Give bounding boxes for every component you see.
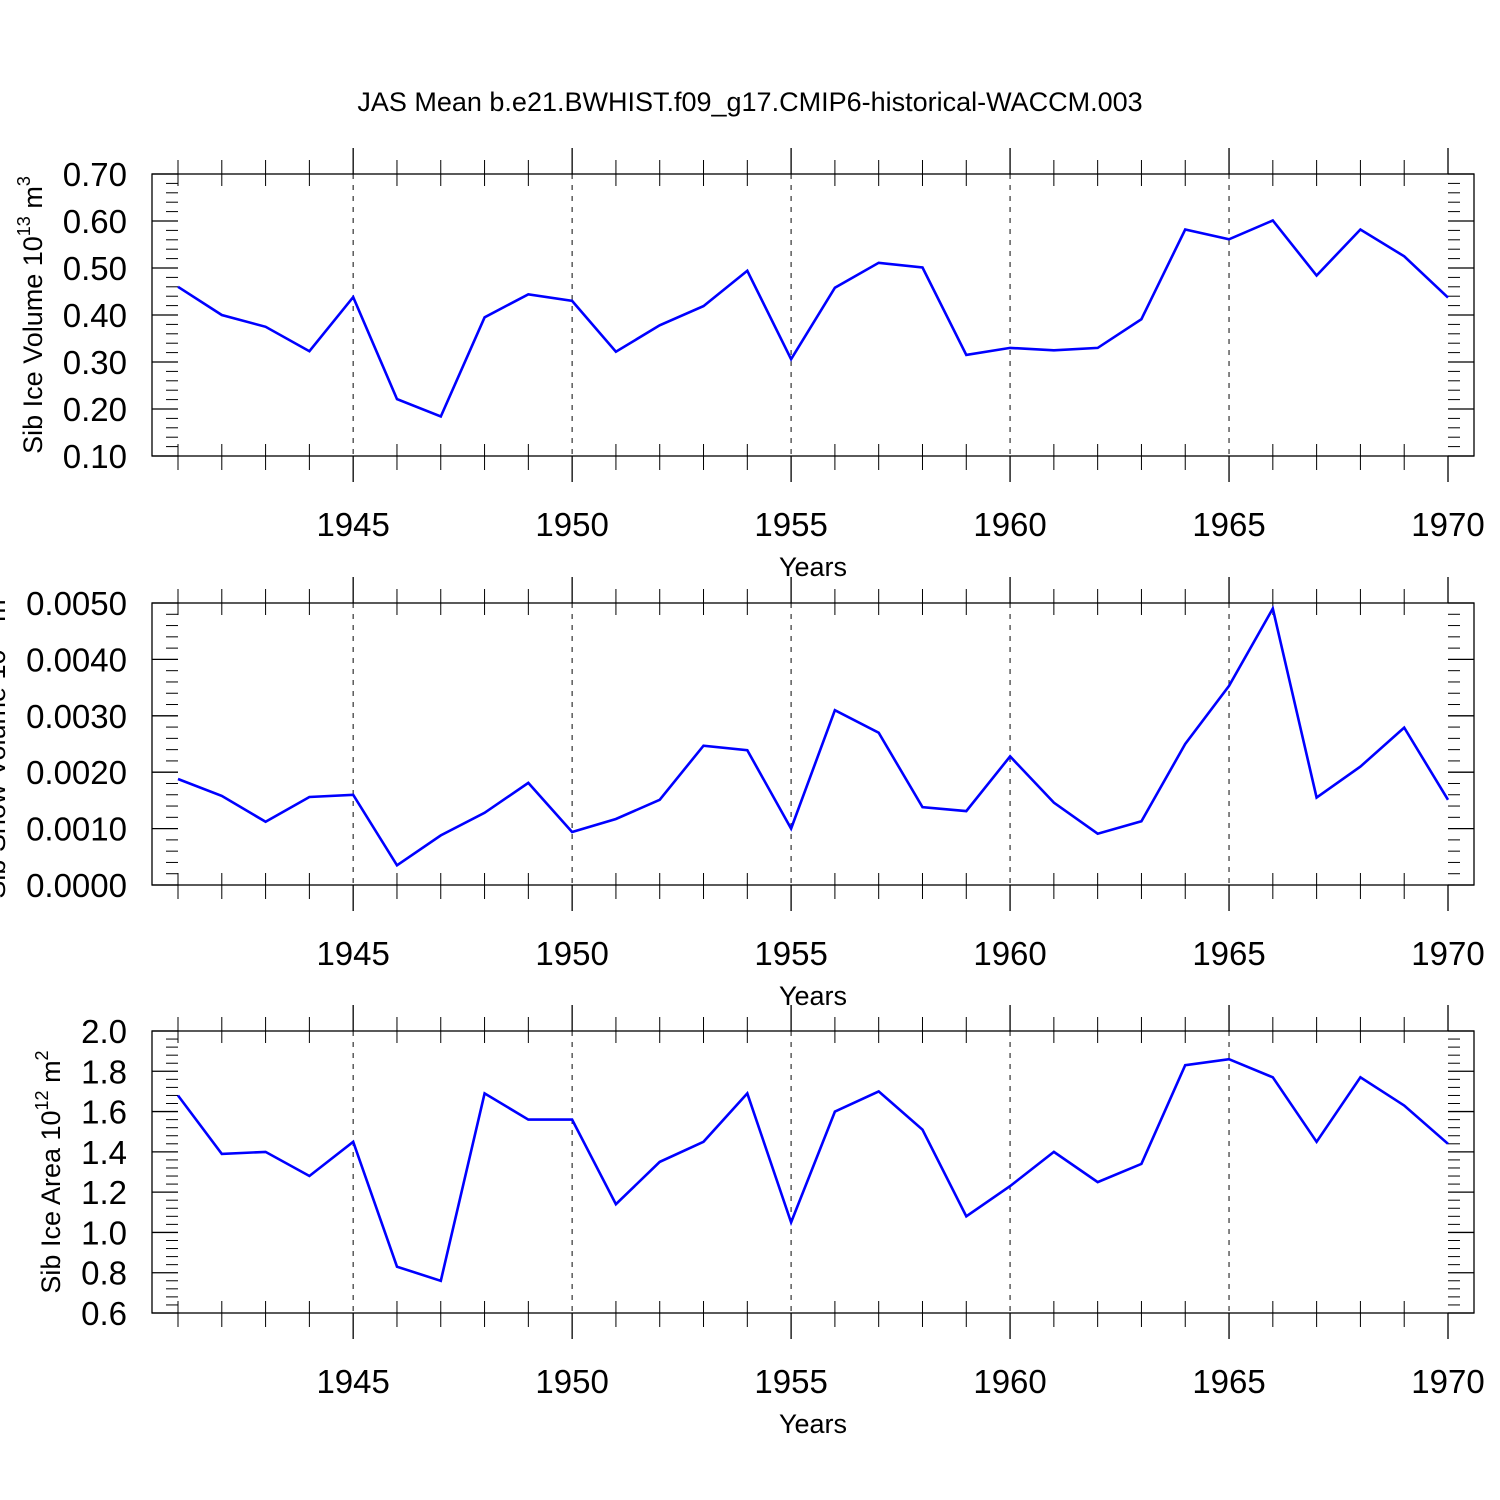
x-axis-label: Years xyxy=(779,552,847,582)
x-tick-label: 1970 xyxy=(1411,1363,1484,1400)
x-tick-label: 1960 xyxy=(973,935,1046,972)
x-tick-label: 1960 xyxy=(973,1363,1046,1400)
panel-sib-snow-volume: 0.0000 0.0010 0.0020 0.0030 0.0040 0.0050 1945… xyxy=(0,577,1485,1011)
y-tick-label: 2.0 xyxy=(81,1013,127,1050)
series-line xyxy=(177,605,1450,868)
y-axis-label: Sib Ice Volume 1013 m3 xyxy=(14,176,48,454)
x-tick-label: 1955 xyxy=(754,506,827,543)
y-tick-label: 0.40 xyxy=(63,297,127,334)
y-tick-label: 0.50 xyxy=(63,250,127,287)
y-axis-label: Sib Snow Volume 1013 m3 xyxy=(0,589,11,898)
plot-frame xyxy=(151,602,1475,886)
y-tick-label: 0.0020 xyxy=(26,754,127,791)
x-tick-label: 1955 xyxy=(754,935,827,972)
y-tick-label: 1.0 xyxy=(81,1214,127,1251)
x-tick-label: 1950 xyxy=(535,935,608,972)
y-tick-label: 1.2 xyxy=(81,1174,127,1211)
plot-frame xyxy=(151,173,1475,457)
y-tick-label: 0.8 xyxy=(81,1255,127,1292)
y-tick-label: 0.0050 xyxy=(26,585,127,622)
x-tick-label: 1970 xyxy=(1411,506,1484,543)
x-axis-label: Years xyxy=(779,1409,847,1439)
panel-sib-ice-area: 0.60.8 1.01.21.41.6 1.82.0 1945 1950 1955 1960… xyxy=(32,1005,1485,1439)
x-tick-label: 1965 xyxy=(1192,1363,1265,1400)
x-tick-label: 1950 xyxy=(535,1363,608,1400)
x-tick-label: 1945 xyxy=(316,935,389,972)
y-tick-label: 0.0030 xyxy=(26,698,127,735)
series-line xyxy=(177,218,1449,419)
y-tick-label: 0.0010 xyxy=(26,811,127,848)
y-tick-label: 1.8 xyxy=(81,1053,127,1090)
y-tick-label: 0.10 xyxy=(63,438,127,475)
panel-sib-ice-volume: 0.10 0.20 0.30 0.40 0.50 0.60 0.70 1945 1950 1955… xyxy=(14,148,1485,582)
x-tick-label: 1945 xyxy=(316,506,389,543)
x-tick-label: 1950 xyxy=(535,506,608,543)
x-tick-label: 1945 xyxy=(316,1363,389,1400)
x-tick-label: 1960 xyxy=(973,506,1046,543)
y-axis-label: Sib Ice Area 1012 m2 xyxy=(32,1050,66,1293)
x-tick-label: 1970 xyxy=(1411,935,1484,972)
y-tick-label: 1.4 xyxy=(81,1134,127,1171)
y-tick-label: 0.0000 xyxy=(26,867,127,904)
figure-title: JAS Mean b.e21.BWHIST.f09_g17.CMIP6-hist… xyxy=(357,87,1142,117)
y-tick-label: 0.0040 xyxy=(26,641,127,678)
y-tick-label: 0.6 xyxy=(81,1295,127,1332)
y-tick-label: 1.6 xyxy=(81,1094,127,1131)
series-line xyxy=(176,1057,1449,1283)
plot-frame xyxy=(151,1030,1475,1314)
y-tick-label: 0.20 xyxy=(63,391,127,428)
y-tick-label: 0.70 xyxy=(63,156,127,193)
x-tick-label: 1965 xyxy=(1192,935,1265,972)
y-tick-label: 0.60 xyxy=(63,203,127,240)
x-tick-label: 1965 xyxy=(1192,506,1265,543)
y-tick-label: 0.30 xyxy=(63,344,127,381)
x-tick-label: 1955 xyxy=(754,1363,827,1400)
x-axis-label: Years xyxy=(779,981,847,1011)
